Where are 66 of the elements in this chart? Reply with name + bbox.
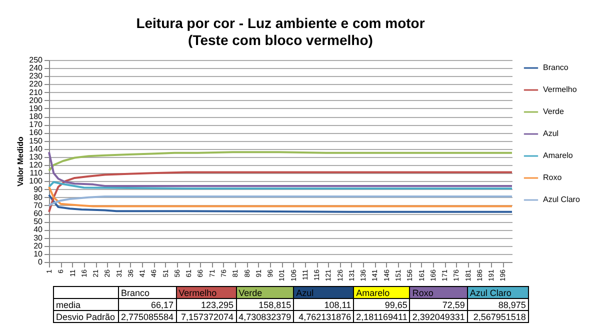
y-tick-label: 40 bbox=[34, 225, 44, 234]
text: Verde bbox=[236, 286, 294, 298]
legend-label: Vermelho bbox=[543, 85, 578, 94]
legend-label: Roxo bbox=[543, 173, 562, 182]
chart-subtitle: (Teste com bloco vermelho) bbox=[188, 32, 373, 48]
text: 123,295 bbox=[176, 298, 236, 310]
y-tick-label: 100 bbox=[29, 176, 44, 186]
y-tick-label: 150 bbox=[29, 136, 44, 146]
y-axis-title: Valor Medido bbox=[16, 136, 26, 186]
text: 2,392049331 bbox=[410, 310, 468, 322]
text: Azul Claro bbox=[467, 286, 528, 298]
y-tick-label: 180 bbox=[29, 112, 44, 122]
line-series bbox=[48, 196, 513, 206]
text: 7,157372074 bbox=[176, 310, 236, 322]
text: 2,567951518 bbox=[467, 310, 528, 322]
text: Branco bbox=[118, 286, 176, 298]
text: Desvio Padrão bbox=[54, 310, 118, 322]
y-tick-label: 160 bbox=[29, 128, 44, 138]
y-tick-label: 230 bbox=[29, 72, 44, 81]
text: 88,975 bbox=[467, 298, 528, 310]
text: 2,775085584 bbox=[118, 310, 176, 322]
text: Azul bbox=[294, 286, 354, 298]
y-tick-label: 110 bbox=[30, 168, 44, 178]
y-tick-label: 200 bbox=[29, 96, 44, 105]
text: 99,65 bbox=[354, 298, 410, 310]
legend-label: Azul Claro bbox=[543, 195, 580, 204]
y-tick-label: 140 bbox=[29, 144, 44, 154]
legend-label: Azul bbox=[543, 129, 559, 138]
text: 108,11 bbox=[294, 298, 354, 310]
text: 2,181169411 bbox=[354, 310, 410, 322]
text: 158,815 bbox=[236, 298, 294, 310]
line-series bbox=[48, 151, 513, 172]
y-tick-label: 220 bbox=[29, 80, 44, 89]
y-tick-label: 60 bbox=[34, 209, 44, 218]
y-tick-label: 210 bbox=[29, 88, 44, 97]
line-series bbox=[48, 194, 513, 213]
legend-label: Verde bbox=[543, 107, 564, 116]
y-tick-label: 130 bbox=[29, 152, 44, 162]
text: media bbox=[54, 298, 118, 310]
y-tick-label: 90 bbox=[34, 184, 44, 194]
text: Roxo bbox=[410, 286, 468, 298]
y-tick-label: 10 bbox=[34, 249, 44, 258]
line-series bbox=[48, 181, 513, 190]
line-series bbox=[48, 186, 513, 208]
line-series bbox=[48, 151, 513, 188]
legend-label: Amarelo bbox=[543, 151, 574, 160]
text: 66,17 bbox=[118, 298, 176, 310]
y-tick-label: 170 bbox=[29, 120, 44, 130]
y-tick-label: 20 bbox=[34, 241, 44, 250]
text: Amarelo bbox=[354, 286, 410, 298]
text: 4,762131876 bbox=[294, 310, 354, 322]
y-tick-label: 50 bbox=[34, 217, 44, 226]
y-tick-label: 80 bbox=[34, 192, 44, 202]
text: 4,730832379 bbox=[236, 310, 294, 322]
y-tick-label: 30 bbox=[34, 233, 44, 242]
text: Vermelho bbox=[176, 286, 236, 298]
y-tick-label: 0 bbox=[38, 258, 44, 266]
text: 72,59 bbox=[410, 298, 468, 310]
chart-title: Leitura por cor - Luz ambiente e com motor bbox=[136, 15, 426, 31]
line-series bbox=[48, 171, 513, 213]
y-tick-label: 190 bbox=[29, 104, 44, 113]
y-tick-label: 120 bbox=[29, 160, 44, 170]
legend-label: Branco bbox=[543, 63, 569, 72]
y-tick-label: 70 bbox=[34, 200, 44, 210]
y-tick-label: 240 bbox=[29, 64, 44, 73]
y-tick-label: 250 bbox=[29, 56, 44, 64]
